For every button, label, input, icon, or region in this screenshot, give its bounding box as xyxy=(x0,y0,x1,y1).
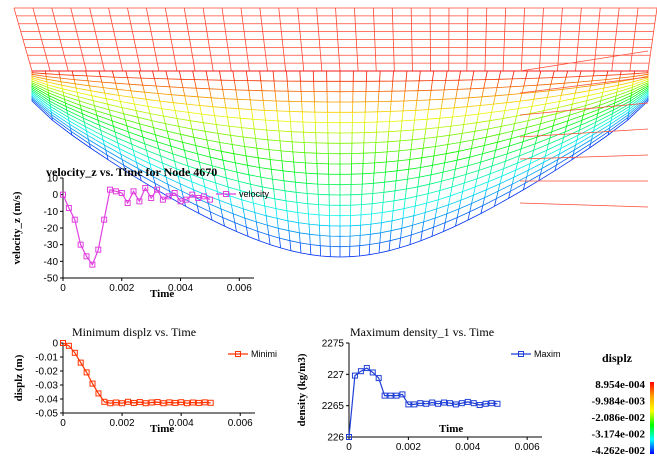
colorbar-gradient xyxy=(650,382,654,454)
colorbar-label: -9.984e-003 xyxy=(592,396,646,408)
colorbar-label: -4.262e-002 xyxy=(592,445,646,457)
colorbar-label: -3.174e-002 xyxy=(592,429,646,441)
colorbar-label: -2.086e-002 xyxy=(592,412,646,424)
colorbar-label: 8.954e-004 xyxy=(595,379,645,391)
colorbar-title: displz xyxy=(602,351,633,365)
